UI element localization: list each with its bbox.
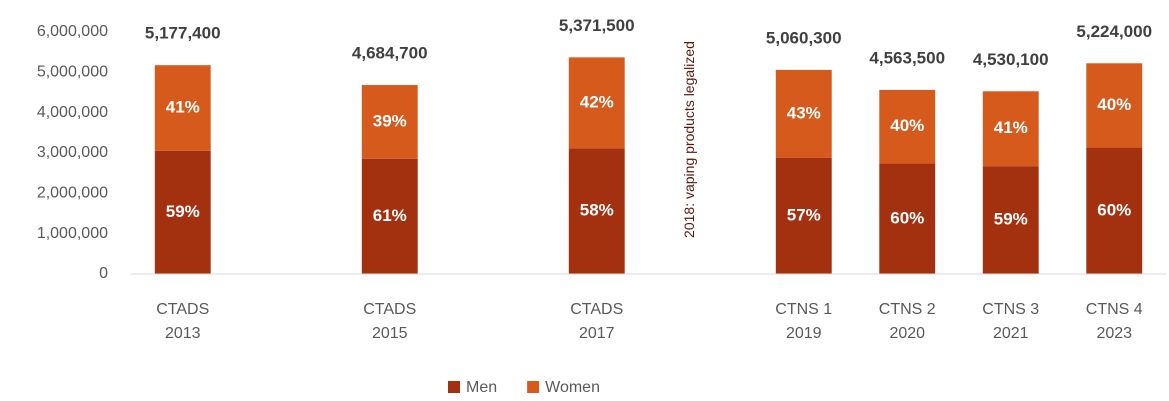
segment-label: 41% <box>994 118 1028 137</box>
legend-label: Women <box>545 379 600 396</box>
segment-label: 57% <box>787 205 821 224</box>
bar-segment <box>982 91 1039 167</box>
bar-segment <box>361 85 418 159</box>
x-tick-label: CTNS 2 2020 <box>879 301 936 342</box>
y-tick-label: 4,000,000 <box>37 104 108 121</box>
x-tick-label: CTADS 2015 <box>363 301 416 342</box>
total-label: 5,371,500 <box>559 16 635 35</box>
segment-label: 58% <box>580 201 614 220</box>
segment-label: 43% <box>787 103 821 122</box>
y-tick-label: 0 <box>99 265 108 282</box>
segment-label: 41% <box>166 97 200 116</box>
total-label: 5,224,000 <box>1076 22 1152 41</box>
bar-segment <box>775 157 832 274</box>
segment-label: 60% <box>890 208 924 227</box>
total-label: 4,563,500 <box>869 48 945 67</box>
bar-segment <box>879 89 936 164</box>
y-tick-label: 5,000,000 <box>37 64 108 81</box>
y-tick-label: 3,000,000 <box>37 144 108 161</box>
bar-segment <box>1086 147 1143 274</box>
legend-swatch <box>448 381 460 393</box>
bar-segment <box>568 57 625 149</box>
segment-label: 42% <box>580 92 614 111</box>
segment-label: 60% <box>1097 200 1131 219</box>
total-label: 4,530,100 <box>973 50 1049 69</box>
x-tick-label: CTNS 3 2021 <box>982 301 1039 342</box>
y-tick-label: 1,000,000 <box>37 225 108 242</box>
bar-segment <box>154 150 211 274</box>
segment-label: 39% <box>373 111 407 130</box>
bar-segment <box>982 166 1039 274</box>
segment-label: 59% <box>166 202 200 221</box>
x-tick-label: CTNS 4 2023 <box>1086 301 1143 342</box>
y-tick-label: 2,000,000 <box>37 185 108 202</box>
bar-segment <box>775 69 832 158</box>
total-label: 5,177,400 <box>145 24 221 43</box>
segment-label: 59% <box>994 210 1028 229</box>
legend-swatch <box>527 381 540 393</box>
bar-segment <box>154 65 211 151</box>
segment-label: 61% <box>373 206 407 225</box>
x-tick-label: CTNS 1 2019 <box>775 301 832 342</box>
bar-segment <box>361 158 418 274</box>
bar-segment <box>568 148 625 274</box>
annotation: 2018: vaping products legalized <box>681 41 697 238</box>
segment-label: 40% <box>1097 95 1131 114</box>
legend-label: Men <box>466 379 497 396</box>
segment-label: 40% <box>890 116 924 135</box>
x-tick-label: CTADS 2017 <box>570 301 623 342</box>
y-tick-label: 6,000,000 <box>37 23 108 40</box>
total-label: 4,684,700 <box>352 44 428 63</box>
total-label: 5,060,300 <box>766 28 842 47</box>
bar-segment <box>879 163 936 274</box>
bar-segment <box>1086 63 1143 148</box>
x-tick-label: CTADS 2013 <box>156 301 209 342</box>
